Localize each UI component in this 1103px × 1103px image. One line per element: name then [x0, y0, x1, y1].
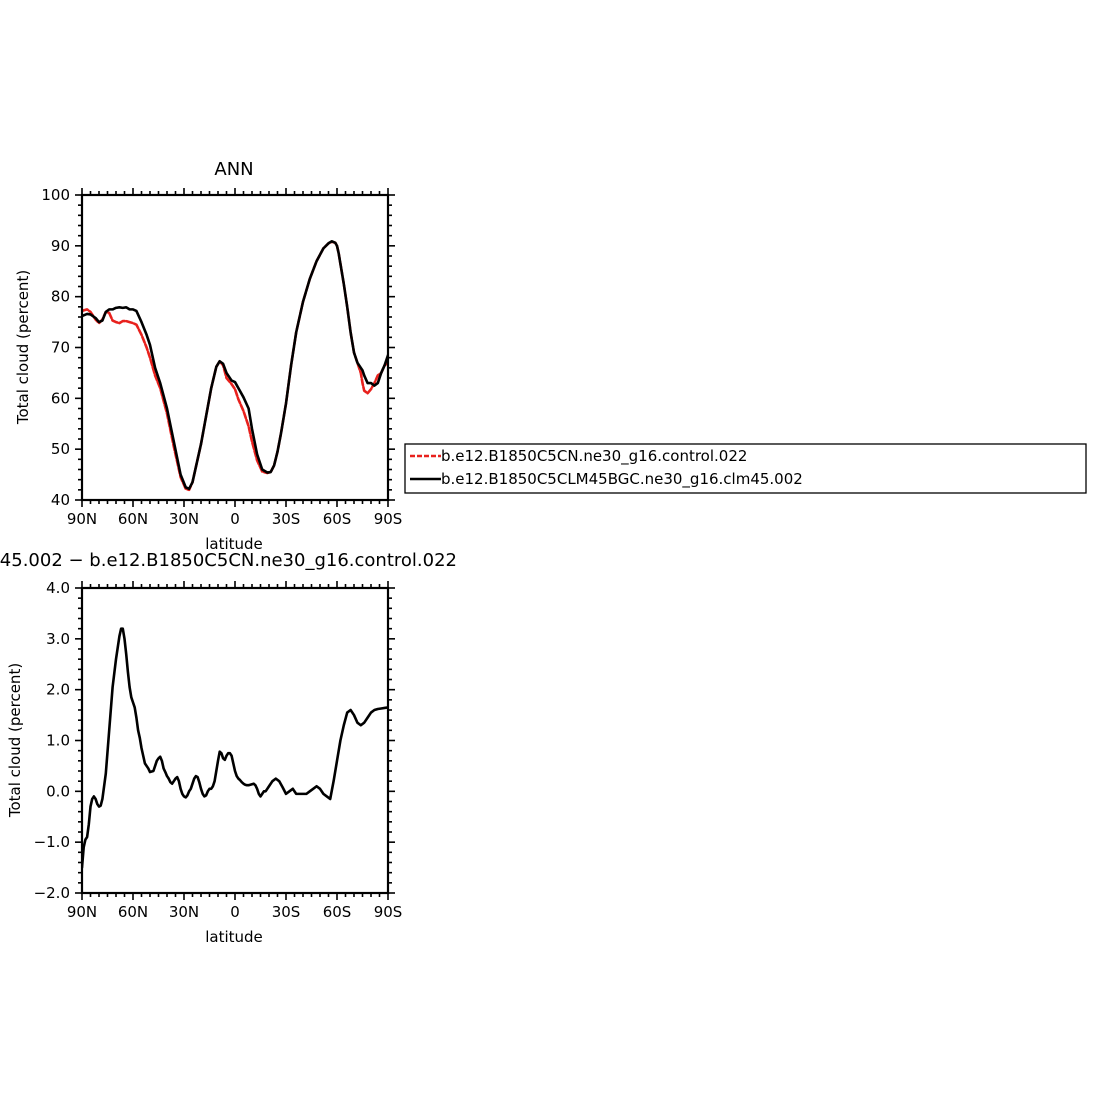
bottom-x-tick-label: 30S	[272, 903, 301, 921]
top-plot-area: 90N 60N 30N 0 30S 60S 90S 40 50 60 70 80 90 100	[41, 186, 402, 528]
bottom-plot-frame	[80, 586, 390, 895]
top-x-tick-label: 30S	[272, 510, 301, 528]
top-y-tick-label: 100	[41, 186, 70, 204]
bottom-x-tick-label: 90S	[374, 903, 403, 921]
bottom-x-tick-label: 0	[230, 903, 240, 921]
bottom-x-tick-label: 60N	[118, 903, 148, 921]
top-x-tick-label: 30N	[169, 510, 199, 528]
top-series-line-1	[82, 239, 388, 491]
legend-entry-clm45: b.e12.B1850C5CLM45BGC.ne30_g16.clm45.002	[410, 470, 803, 489]
top-panel: ANN 90N 60N 30N 0 30S 60S 90S 40 50 60 70 80 90 100 l…	[14, 159, 402, 553]
top-panel-title: ANN	[214, 159, 253, 180]
top-y-tick-label: 40	[51, 491, 70, 509]
bottom-x-tick-label: 30N	[169, 903, 199, 921]
bottom-y-axis-label: Total cloud (percent)	[6, 663, 24, 818]
top-y-tick-label: 80	[51, 288, 70, 306]
top-y-axis-label: Total cloud (percent)	[14, 270, 32, 425]
bottom-y-tick-label: 3.0	[46, 630, 70, 648]
top-x-axis-label: latitude	[205, 535, 263, 553]
legend-label-clm45: b.e12.B1850C5CLM45BGC.ne30_g16.clm45.002	[441, 470, 803, 489]
bottom-y-tick-label: 1.0	[46, 732, 70, 750]
bottom-x-tick-label: 60S	[323, 903, 352, 921]
bottom-y-tick-label: 4.0	[46, 579, 70, 597]
top-y-tick-label: 90	[51, 237, 70, 255]
top-y-tick-label: 60	[51, 389, 70, 407]
top-y-tick-label: 50	[51, 440, 70, 458]
bottom-plot-area: 90N 60N 30N 0 30S 60S 90S −2.0 −1.0 0.0 1.0 2.0 3.0 4…	[34, 579, 403, 921]
top-x-tick-label: 60S	[323, 510, 352, 528]
bottom-panel: b.e12.B1850C5CLM45BGC.ne30_g16.clm45.002…	[0, 550, 457, 946]
top-x-tick-label: 0	[230, 510, 240, 528]
legend: b.e12.B1850C5CN.ne30_g16.control.022 b.e…	[404, 443, 1087, 494]
legend-entry-control: b.e12.B1850C5CN.ne30_g16.control.022	[410, 447, 747, 466]
bottom-y-tick-label: −2.0	[34, 884, 70, 902]
bottom-x-tick-label: 90N	[67, 903, 97, 921]
bottom-x-axis-label: latitude	[205, 928, 263, 946]
top-y-tick-label: 70	[51, 339, 70, 357]
top-x-tick-label: 90S	[374, 510, 403, 528]
top-plot-frame	[80, 193, 390, 502]
top-x-tick-label: 90N	[67, 510, 97, 528]
bottom-series-line-0	[82, 627, 388, 869]
bottom-panel-title: b.e12.B1850C5CLM45BGC.ne30_g16.clm45.002…	[0, 550, 457, 571]
bottom-y-tick-label: −1.0	[34, 833, 70, 851]
legend-label-control: b.e12.B1850C5CN.ne30_g16.control.022	[441, 447, 747, 466]
bottom-y-tick-label: 0.0	[46, 782, 70, 800]
legend-box	[404, 443, 1087, 494]
bottom-y-tick-label: 2.0	[46, 681, 70, 699]
top-x-tick-label: 60N	[118, 510, 148, 528]
